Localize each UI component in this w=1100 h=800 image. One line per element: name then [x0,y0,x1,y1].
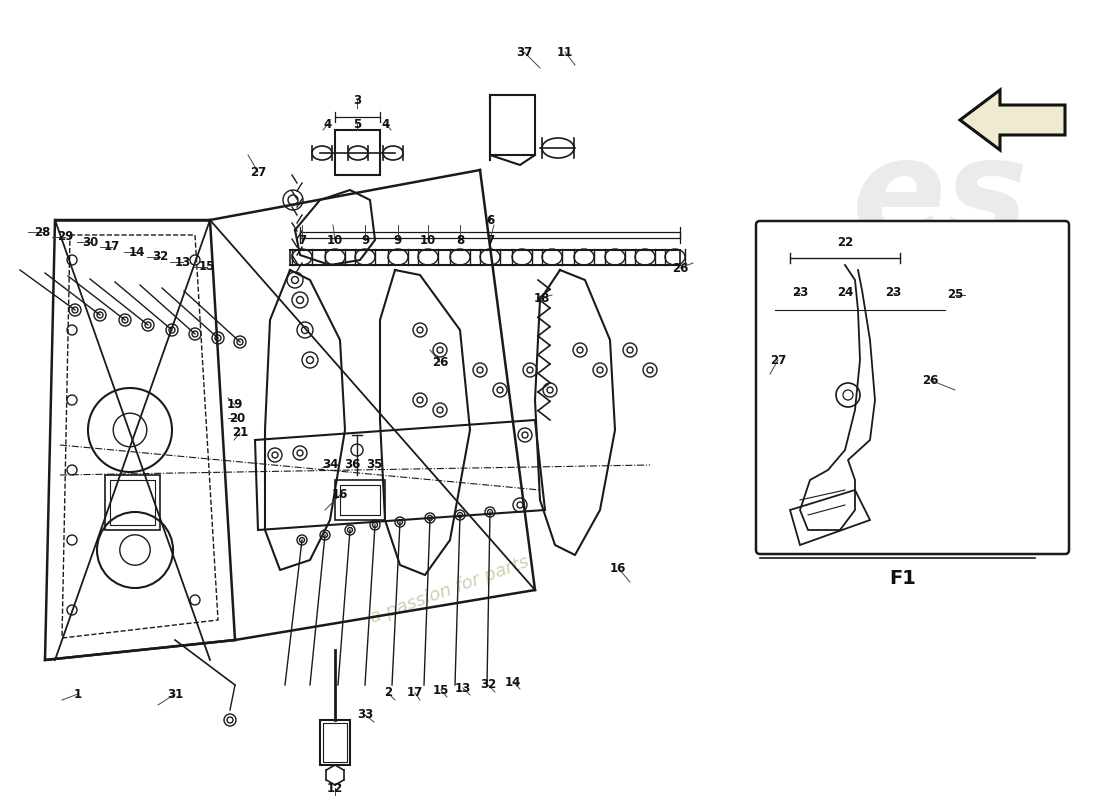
Text: es: es [851,133,1028,267]
Text: 14: 14 [505,675,521,689]
Text: 16: 16 [332,489,349,502]
Text: 12: 12 [327,782,343,794]
Text: 19: 19 [227,398,243,411]
Text: 13: 13 [175,255,191,269]
Text: since 1995: since 1995 [828,302,912,318]
Text: 7: 7 [298,234,306,246]
Text: 9: 9 [394,234,403,246]
Circle shape [764,300,785,320]
Text: 6: 6 [486,214,494,226]
Text: 37: 37 [516,46,532,58]
Text: 33: 33 [356,709,373,722]
Text: 28: 28 [34,226,51,238]
Text: 15: 15 [199,261,216,274]
Text: 34: 34 [322,458,338,471]
Text: 11: 11 [557,46,573,58]
Text: 32: 32 [480,678,496,691]
Text: 18: 18 [534,291,550,305]
Text: 8: 8 [455,234,464,246]
Text: 24: 24 [837,286,854,299]
Bar [323,723,346,762]
Bar [104,475,160,530]
Text: 32: 32 [152,250,168,263]
Text: 16: 16 [609,562,626,574]
Text: 10: 10 [327,234,343,246]
Text: 21: 21 [232,426,249,439]
Text: 29: 29 [57,230,74,243]
Text: 1: 1 [74,687,82,701]
Text: 15: 15 [432,683,449,697]
Text: 17: 17 [103,241,120,254]
Polygon shape [960,90,1065,150]
Text: 27: 27 [770,354,786,366]
Bar [320,720,350,765]
Text: 22: 22 [837,237,854,250]
Text: 36: 36 [344,458,360,471]
FancyBboxPatch shape [756,221,1069,554]
Text: 26: 26 [922,374,938,386]
Text: 26: 26 [672,262,689,274]
Text: a passion for parts: a passion for parts [368,553,531,627]
Text: 10: 10 [420,234,436,246]
Text: 5: 5 [353,118,361,130]
Bar [336,480,385,520]
Text: 26: 26 [432,355,448,369]
Text: 35: 35 [366,458,382,471]
Text: 25: 25 [947,289,964,302]
Text: 23: 23 [884,286,901,299]
Text: 17: 17 [407,686,424,699]
Text: 7: 7 [486,234,494,246]
Text: 31: 31 [167,687,183,701]
Text: 4: 4 [323,118,332,130]
Bar [110,480,155,525]
Text: 23: 23 [792,286,808,299]
Text: 9: 9 [361,234,370,246]
Bar [340,485,379,515]
Text: 13: 13 [455,682,471,694]
Text: 2: 2 [384,686,392,699]
Text: 4: 4 [382,118,390,130]
Text: 27: 27 [250,166,266,178]
Text: F1: F1 [889,569,916,587]
Text: 14: 14 [129,246,145,258]
Text: 20: 20 [229,411,245,425]
Text: 3: 3 [353,94,361,106]
Text: 30: 30 [81,235,98,249]
